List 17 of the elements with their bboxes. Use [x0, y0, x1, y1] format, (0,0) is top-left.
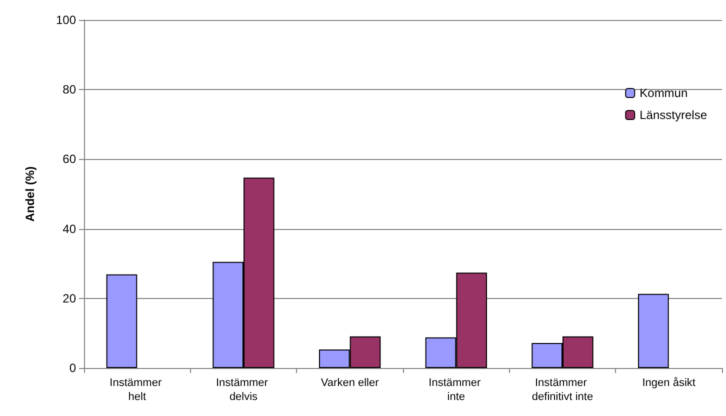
y-tick-label: 80 — [62, 82, 76, 97]
x-tick-label: Instämmer inte — [428, 377, 484, 403]
bar — [638, 294, 669, 368]
y-tick-label: 100 — [56, 13, 76, 27]
y-tick-label: 0 — [69, 361, 76, 375]
x-tick-label: Instämmer definitivt inte — [532, 377, 594, 403]
y-tick-label: 60 — [62, 152, 76, 166]
x-tick-label: Instämmer helt — [110, 377, 165, 403]
x-tick-label: Ingen åsikt — [642, 377, 696, 389]
y-tick-label: 40 — [62, 222, 76, 236]
x-tick-label: Varken eller — [320, 377, 380, 389]
bar — [106, 274, 138, 368]
legend-label: Länsstyrelse — [640, 108, 708, 122]
y-axis-title: Andel (%) — [23, 166, 37, 222]
y-tick-label: 20 — [62, 291, 76, 306]
legend-label: Kommun — [640, 86, 688, 100]
x-tick-label: Instämmer delvis — [216, 377, 272, 403]
